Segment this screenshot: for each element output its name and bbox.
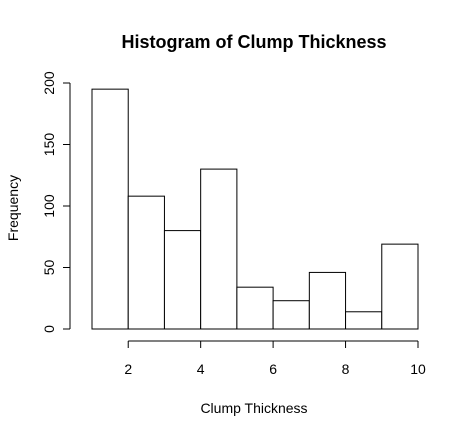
y-tick-label: 150 — [41, 133, 57, 157]
histogram-bar — [200, 168, 238, 330]
histogram-bar — [91, 88, 129, 330]
histogram-bar — [345, 311, 383, 330]
x-tick-label: 2 — [124, 361, 132, 377]
histogram-bar — [272, 300, 310, 330]
y-tick-label: 100 — [41, 194, 57, 218]
y-tick-label: 50 — [41, 260, 57, 276]
x-tick-label: 4 — [197, 361, 205, 377]
y-tick-label: 0 — [41, 325, 57, 333]
x-tick-label: 6 — [269, 361, 277, 377]
y-axis-label: Frequency — [5, 175, 21, 241]
histogram-bar — [163, 230, 202, 330]
histogram-bar — [381, 243, 419, 330]
x-axis: 2 4 6 8 10 — [124, 340, 426, 377]
chart-title: Histogram of Clump Thickness — [121, 32, 386, 52]
histogram-bar — [308, 271, 347, 330]
histogram-bar — [127, 195, 165, 330]
bars-group — [91, 88, 419, 330]
y-axis: 0 50 100 150 200 — [41, 71, 71, 333]
x-tick-label: 10 — [410, 361, 426, 377]
x-axis-label: Clump Thickness — [200, 400, 307, 416]
y-tick-label: 200 — [41, 71, 57, 95]
x-tick-label: 8 — [342, 361, 350, 377]
histogram-bar — [236, 286, 274, 330]
